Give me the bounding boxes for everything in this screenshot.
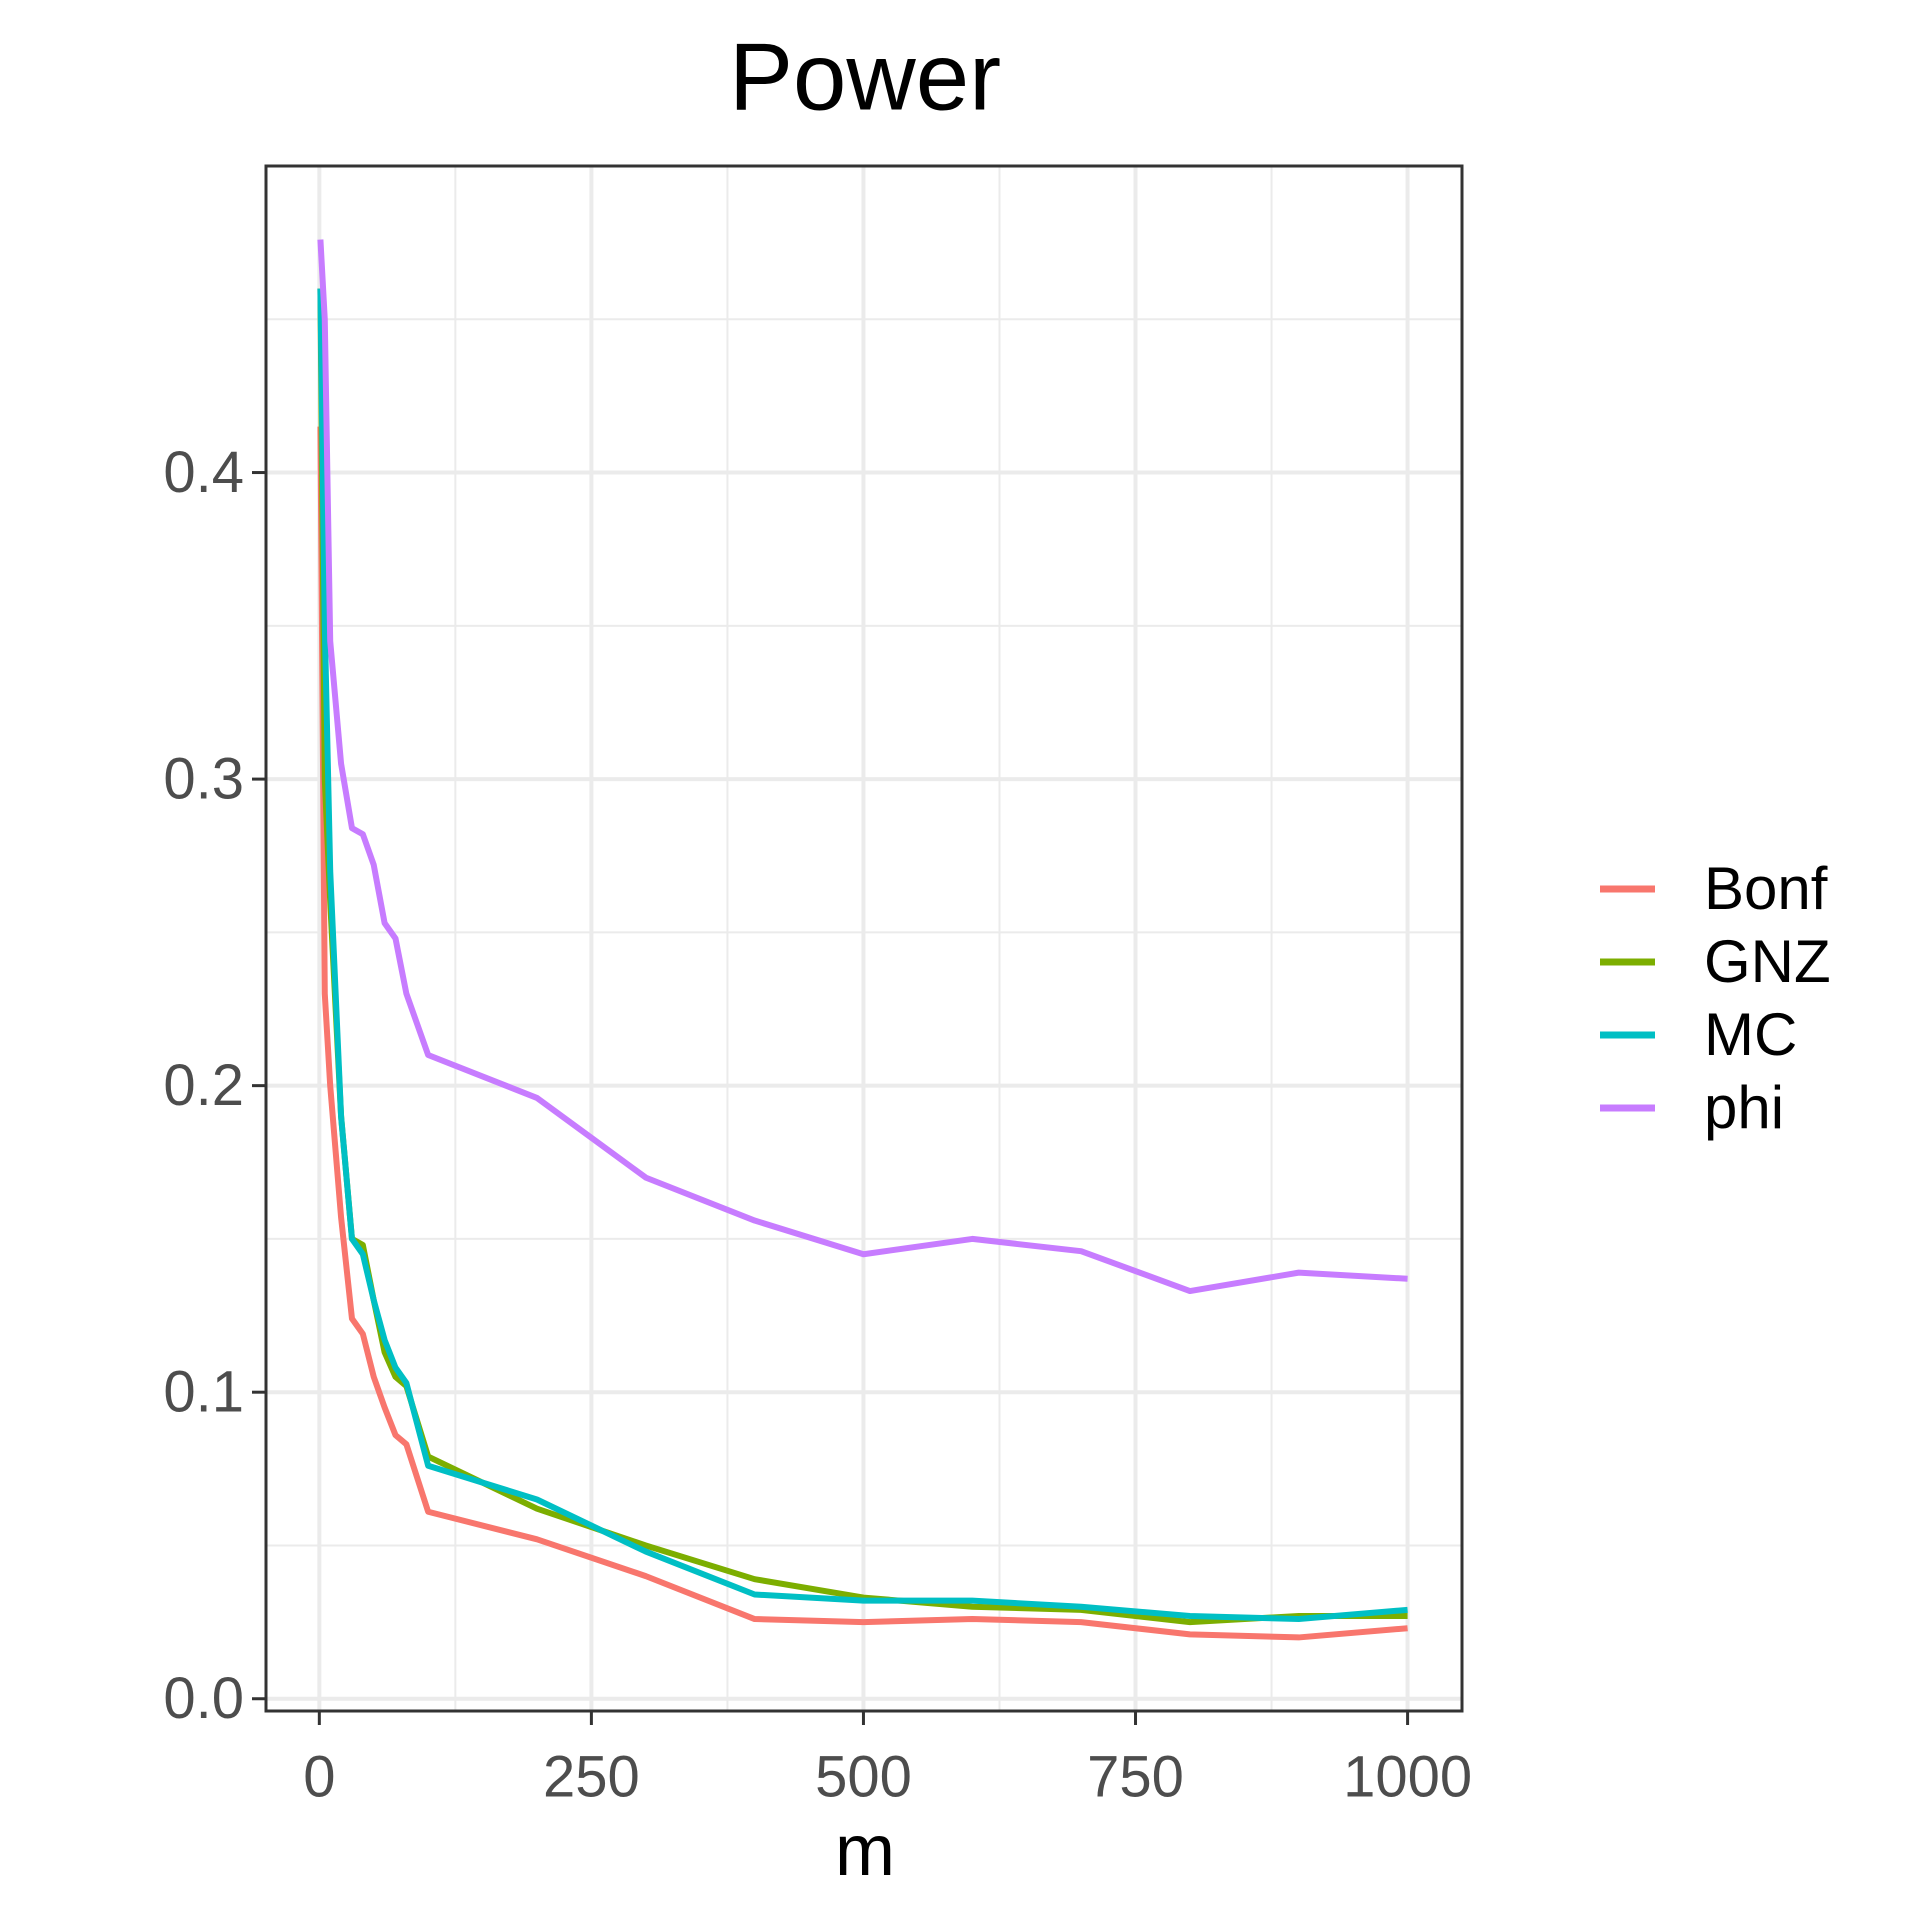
y-tick-label: 0.1 <box>163 1360 244 1425</box>
x-tick-label: 250 <box>543 1744 640 1809</box>
y-tick-label: 0.2 <box>163 1053 244 1118</box>
line-series <box>317 288 1408 1623</box>
legend-label: phi <box>1704 1074 1784 1141</box>
legend-label: GNZ <box>1704 928 1831 995</box>
line-series <box>317 239 1408 1295</box>
x-tick-label: 0 <box>303 1744 335 1809</box>
line-series <box>317 426 1408 1641</box>
plot-border <box>264 164 1464 1713</box>
y-tick-label: 0.3 <box>163 746 244 811</box>
chart-title: Power <box>729 23 1001 130</box>
x-tick-label: 1000 <box>1343 1744 1472 1809</box>
legend-label: Bonf <box>1704 855 1828 922</box>
x-tick-label: 750 <box>1087 1744 1184 1809</box>
legend-label: MC <box>1704 1001 1797 1068</box>
x-axis-title: m <box>835 1811 895 1891</box>
x-tick-label: 500 <box>815 1744 912 1809</box>
y-tick-label: 0.0 <box>163 1666 244 1731</box>
y-tick-label: 0.4 <box>163 440 244 505</box>
